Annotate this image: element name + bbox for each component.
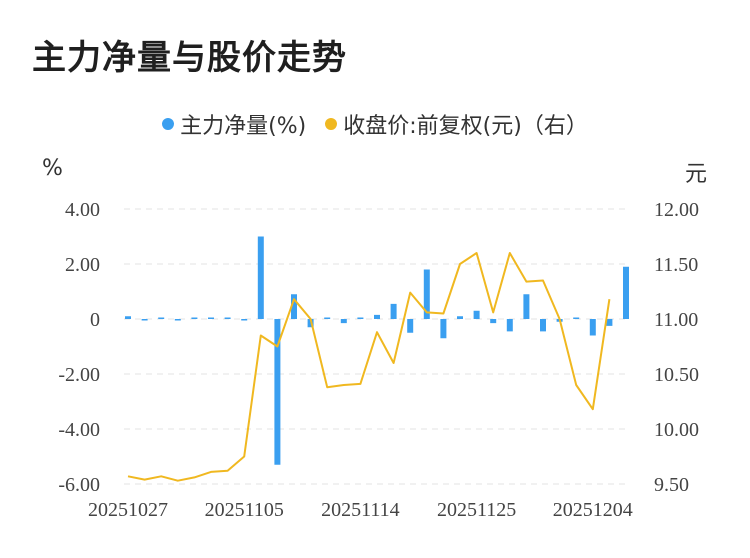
bar: [407, 319, 414, 333]
bar: [324, 317, 331, 319]
right-axis-tick-label: 11.00: [654, 309, 698, 331]
legend-label-close-price: 收盘价:前复权(元)（右）: [343, 114, 588, 139]
bar: [457, 316, 463, 319]
line-series-layer: [127, 252, 611, 482]
legend-label-net-flow: 主力净量(%): [180, 114, 307, 139]
left-axis-tick-label: 4.00: [65, 199, 100, 221]
x-axis-tick-label: 20251204: [553, 499, 633, 521]
right-axis-tick-label: 10.00: [654, 419, 699, 441]
bar: [125, 316, 131, 319]
bar: [141, 319, 148, 321]
right-axis-tick-label: 12.00: [654, 199, 699, 221]
bar: [440, 319, 447, 339]
bar: [473, 310, 480, 319]
bar: [423, 269, 430, 319]
left-axis-tick-label: 2.00: [65, 254, 100, 276]
x-axis-tick-label: 20251027: [88, 499, 168, 521]
x-axis-tick-label: 20251114: [321, 499, 400, 521]
legend-dot-yellow-icon: [325, 118, 338, 130]
axis-labels-layer: 4.00 2.00 0 -2.00 -4.00 -6.00 12.00 11.50 11.00 1…: [58, 199, 699, 521]
bar: [274, 319, 281, 465]
left-axis-tick-label: -6.00: [58, 474, 100, 496]
bar: [390, 303, 397, 319]
bar: [589, 319, 596, 336]
bar: [606, 319, 613, 326]
bar-series-layer: [125, 236, 629, 465]
bar: [257, 236, 264, 319]
right-axis-tick-label: 10.50: [654, 364, 699, 386]
bar: [174, 319, 181, 321]
right-axis-tick-label: 9.50: [654, 474, 689, 496]
bar: [357, 317, 364, 319]
chart-title: 主力净量与股价走势: [32, 38, 347, 78]
chart-legend: 主力净量(%) 收盘价:前复权(元)（右）: [0, 108, 750, 140]
right-axis-tick-label: 11.50: [654, 254, 698, 276]
bar: [191, 317, 198, 319]
left-axis-unit: %: [42, 156, 63, 181]
bar: [340, 319, 347, 324]
bar: [208, 317, 214, 319]
bar: [374, 314, 380, 319]
x-axis-tick-label: 20251125: [437, 499, 516, 521]
left-axis-tick-label: -2.00: [58, 364, 100, 386]
bar: [540, 319, 546, 332]
bar: [506, 319, 513, 332]
bar: [241, 319, 248, 321]
bar: [573, 317, 580, 319]
right-axis-unit: 元: [685, 162, 708, 187]
grid-layer: [124, 208, 630, 485]
left-axis-tick-label: 0: [90, 309, 100, 331]
bar: [623, 266, 629, 319]
legend-item-close-price[interactable]: 收盘价:前复权(元)（右）: [325, 108, 588, 140]
bar: [490, 319, 497, 324]
bar: [523, 294, 530, 319]
bar: [291, 294, 297, 319]
legend-item-net-flow[interactable]: 主力净量(%): [162, 108, 306, 140]
left-axis-tick-label: -4.00: [58, 419, 100, 441]
bar: [224, 317, 231, 319]
x-axis-tick-label: 20251105: [205, 499, 284, 521]
close-price-line: [127, 252, 611, 482]
bar: [158, 317, 165, 319]
legend-dot-blue-icon: [162, 118, 175, 130]
